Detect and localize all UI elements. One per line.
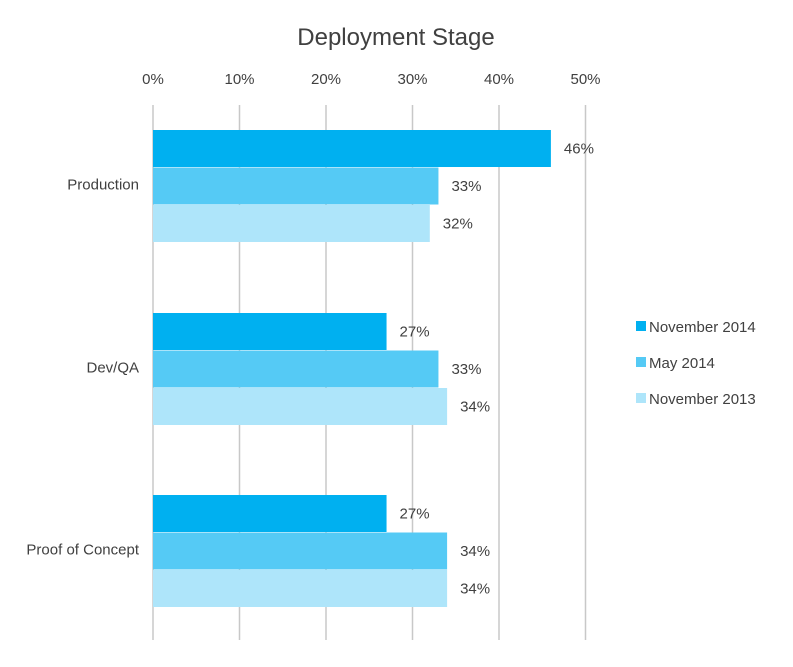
data-label: 27% [400,324,430,341]
legend-swatch [636,357,646,367]
category-label: Proof of Concept [26,541,139,558]
legend-label: November 2013 [649,391,756,408]
legend-swatch [636,393,646,403]
bar [153,130,551,167]
bar [153,388,448,425]
data-label: 46% [564,141,594,158]
bar [153,205,430,242]
bar [153,350,439,388]
data-label: 27% [400,506,430,523]
data-label: 33% [451,178,481,195]
legend: November 2014 May 2014 November 2013 [636,319,756,408]
bar [153,495,387,532]
data-label: 34% [460,399,490,416]
x-tick-label: 40% [484,71,514,88]
legend-swatch [636,321,646,331]
bar [153,570,448,607]
category-label: Dev/QA [86,359,139,376]
x-tick-label: 0% [142,71,164,88]
x-axis-ticks: 0% 10% 20% 30% 40% 50% [142,71,600,88]
bar [153,532,448,570]
chart-title: Deployment Stage [297,24,494,51]
category-label: Production [67,176,139,193]
legend-label: November 2014 [649,319,756,336]
data-label: 32% [443,216,473,233]
bar [153,313,387,350]
data-label: 33% [451,361,481,378]
x-tick-label: 20% [311,71,341,88]
bars [153,130,551,607]
data-label: 34% [460,543,490,560]
legend-label: May 2014 [649,355,715,372]
x-tick-label: 50% [570,71,600,88]
bar [153,167,439,205]
data-label: 34% [460,581,490,598]
category-labels: Production Dev/QA Proof of Concept [26,176,139,558]
data-labels: 46% 33% 32% 27% 33% 34% 27% 34% 34% [400,141,594,598]
x-tick-label: 30% [397,71,427,88]
x-tick-label: 10% [224,71,254,88]
